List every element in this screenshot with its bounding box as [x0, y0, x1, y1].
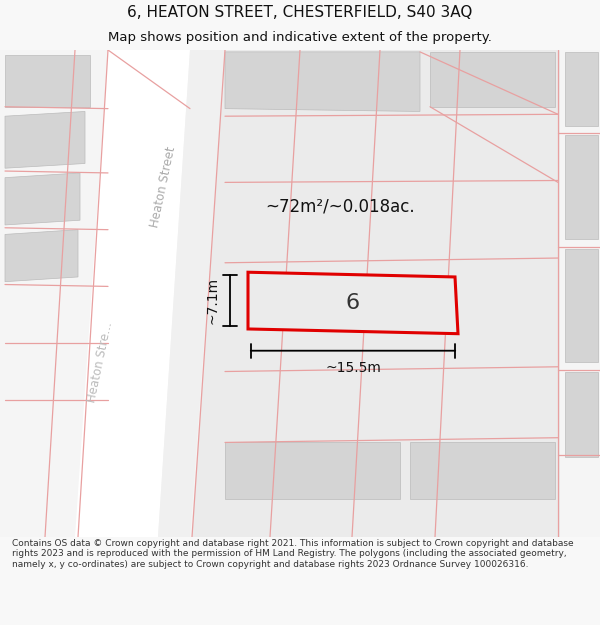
Polygon shape — [5, 229, 78, 282]
Polygon shape — [410, 442, 555, 499]
Polygon shape — [565, 249, 598, 362]
Polygon shape — [225, 442, 400, 499]
Polygon shape — [565, 371, 598, 457]
Text: 6: 6 — [345, 293, 359, 313]
Polygon shape — [248, 272, 458, 334]
Polygon shape — [565, 52, 598, 126]
Text: 6, HEATON STREET, CHESTERFIELD, S40 3AQ: 6, HEATON STREET, CHESTERFIELD, S40 3AQ — [127, 5, 473, 20]
Text: Heaton Stre…: Heaton Stre… — [85, 321, 115, 404]
Text: Heaton Street: Heaton Street — [148, 146, 178, 229]
Polygon shape — [560, 50, 600, 537]
Polygon shape — [192, 50, 560, 537]
Polygon shape — [5, 111, 85, 168]
Text: Contains OS data © Crown copyright and database right 2021. This information is : Contains OS data © Crown copyright and d… — [12, 539, 574, 569]
Polygon shape — [430, 52, 555, 107]
Polygon shape — [5, 173, 80, 225]
Text: ~15.5m: ~15.5m — [325, 361, 381, 375]
Polygon shape — [75, 50, 190, 537]
Text: ~72m²/~0.018ac.: ~72m²/~0.018ac. — [265, 197, 415, 215]
Text: ~7.1m: ~7.1m — [205, 277, 219, 324]
Polygon shape — [158, 50, 225, 537]
Text: Map shows position and indicative extent of the property.: Map shows position and indicative extent… — [108, 31, 492, 44]
Polygon shape — [225, 52, 420, 111]
Polygon shape — [5, 55, 90, 107]
Polygon shape — [565, 135, 598, 239]
